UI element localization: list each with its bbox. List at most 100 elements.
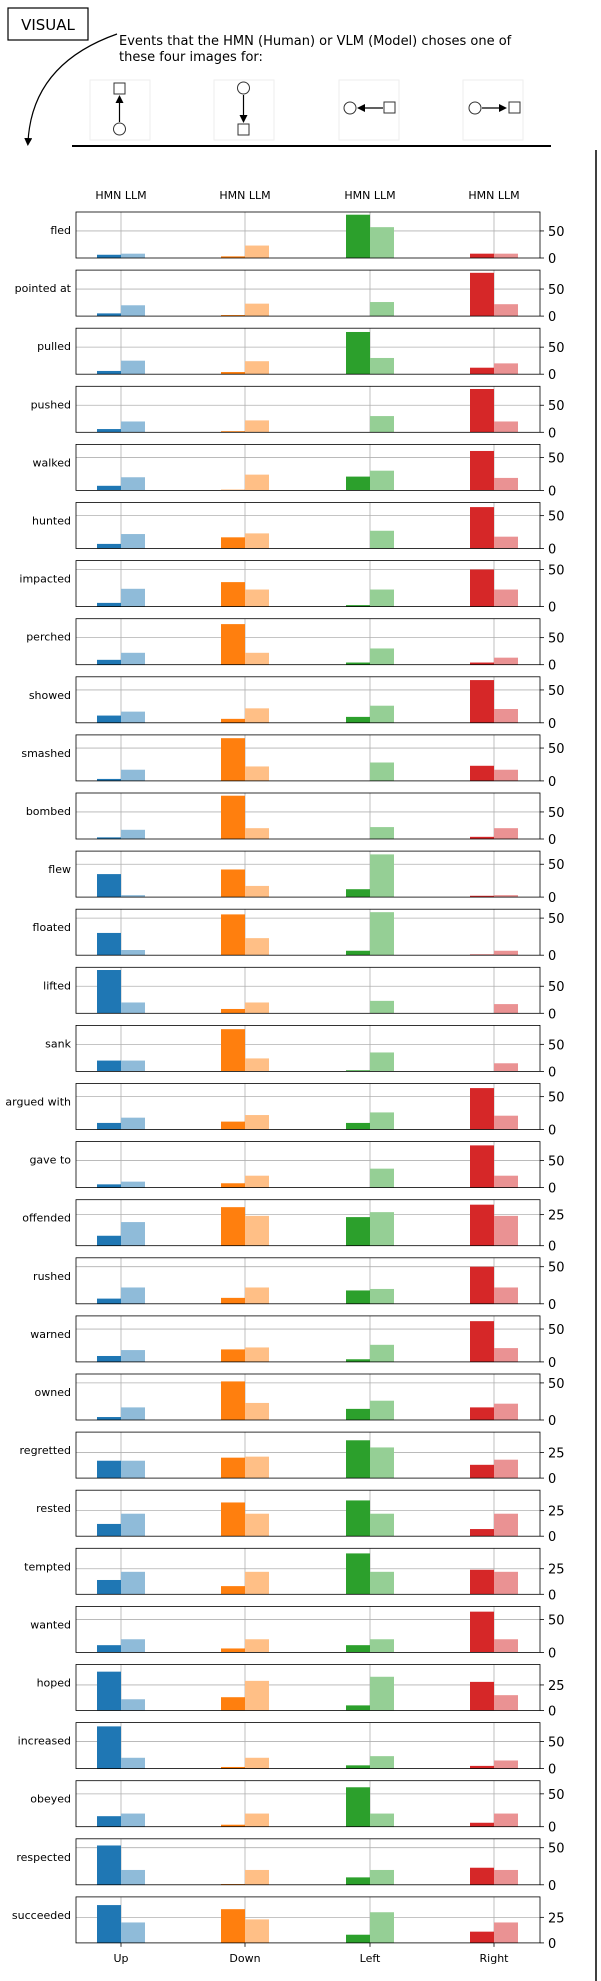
y-tick-label: 0 [548,1298,556,1313]
row-label: flew [48,863,71,876]
y-tick-label: 50 [548,1614,565,1629]
row-label: argued with [5,1096,71,1109]
bar-left-hmn [346,476,370,491]
bar-up-hmn [97,485,121,491]
panel-gave-to: 0 50 gave to [29,1141,565,1197]
y-tick-label: 25 [548,1911,565,1926]
panel-frame [75,1896,541,1944]
bar-up-hmn [97,254,121,258]
y-tick-label: 0 [548,368,556,383]
panel-pushed: 0 50 pushed [31,385,565,441]
bar-right-hmn [470,1088,494,1130]
bar-right-hmn [470,895,494,898]
bar-up-hmn [97,1298,121,1304]
bar-right-llm [494,1571,518,1595]
bar-up-llm [121,1460,145,1479]
bar-left-hmn [346,889,370,898]
panel-frame [75,1199,541,1247]
y-tick-label: 0 [548,1588,556,1603]
y-tick-label: 0 [548,310,556,325]
bar-left-hmn [346,214,370,258]
bar-down-llm [245,303,269,317]
y-tick-label: 0 [548,601,556,616]
bar-down-hmn [221,1381,245,1420]
bar-down-llm [245,1287,269,1304]
circle-icon [237,81,250,95]
y-tick-label: 0 [548,1472,556,1487]
row-label: regretted [20,1444,71,1457]
bar-right-hmn [470,1611,494,1653]
square-icon [113,82,126,95]
bar-down-llm [245,1757,269,1769]
panel-hoped: 0 25 hoped [37,1664,565,1720]
bar-right-hmn [470,1765,494,1769]
row-label: hoped [37,1677,71,1690]
bar-down-llm [245,1115,269,1130]
bar-down-hmn [221,582,245,607]
panel-offended: 0 25 offended [22,1199,565,1255]
bar-down-llm [245,1347,269,1362]
y-tick-label: 25 [548,1563,565,1578]
bar-down-llm [245,1919,269,1943]
bar-left-hmn [346,605,370,607]
row-label: pulled [37,340,71,353]
bar-right-llm [494,1869,518,1885]
panel-fled: 0 50 fled [50,211,565,267]
bar-up-llm [121,360,145,375]
row-label: fled [50,224,71,237]
bar-down-hmn [221,1029,245,1072]
y-tick-label: 0 [548,543,556,558]
bar-up-hmn [97,932,121,956]
bar-left-hmn [346,1217,370,1246]
bar-down-hmn [221,738,245,781]
bar-down-hmn [221,256,245,258]
panel-flew: 0 50 flew [48,850,565,906]
y-tick-label: 50 [548,341,565,356]
bar-left-hmn [346,1122,370,1130]
bar-down-hmn [221,1648,245,1653]
y-tick-label: 0 [548,775,556,790]
bar-right-llm [494,1403,518,1420]
image-thumbnail-left [338,79,400,141]
bar-left-llm [370,1000,394,1014]
bar-right-llm [494,421,518,433]
panel-argued-with: 0 50 argued with [5,1083,565,1139]
bar-down-llm [245,589,269,607]
bar-right-hmn [470,253,494,258]
y-tick-label: 50 [548,980,565,995]
bar-up-llm [121,1813,145,1827]
bar-up-llm [121,1287,145,1304]
bar-right-hmn [470,1407,494,1420]
bar-down-llm [245,1456,269,1479]
bar-down-hmn [221,624,245,665]
bar-down-hmn [221,1909,245,1943]
y-tick-label: 0 [548,949,556,964]
bar-left-llm [370,1447,394,1479]
y-tick-label: 50 [548,452,565,467]
panel-rushed: 0 50 rushed [33,1257,565,1313]
row-label: offended [22,1212,71,1225]
panel-wanted: 0 50 wanted [30,1606,565,1661]
bar-up-hmn [97,1905,121,1943]
bar-right-hmn [470,569,494,607]
bar-left-llm [370,912,394,956]
bar-down-llm [245,474,269,491]
panel-succeeded: 0 25 succeeded [12,1896,565,1952]
panel-frame [75,560,541,607]
row-label: increased [18,1735,71,1748]
row-label: respected [16,1851,71,1864]
y-tick-label: 0 [548,833,556,848]
bar-left-hmn [346,1787,370,1827]
bar-up-hmn [97,1816,121,1827]
bar-right-llm [494,709,518,723]
bar-right-hmn [470,1145,494,1188]
bar-up-hmn [97,1355,121,1362]
bar-right-llm [494,363,518,375]
row-label: warned [30,1328,71,1341]
small-multiples-chart: HMN LLM HMN LLM HMN LLM HMN LLM 0 50 fled 0 50 po… [5,189,564,1965]
y-tick-label: 0 [548,252,556,267]
bar-right-hmn [470,1822,494,1827]
y-tick-label: 0 [548,1240,556,1255]
bar-up-hmn [97,1060,121,1072]
bar-up-llm [121,652,145,665]
